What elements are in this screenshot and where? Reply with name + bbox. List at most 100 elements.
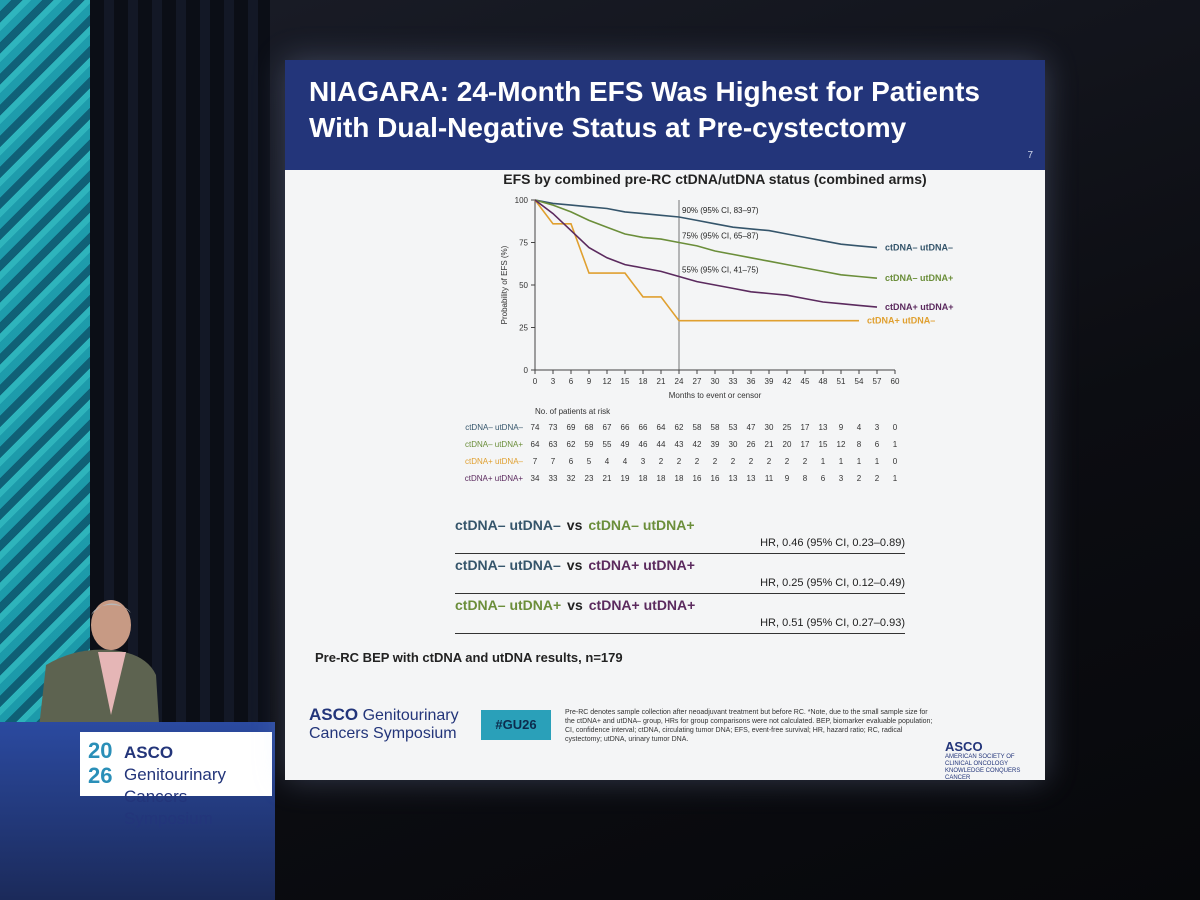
- annotation: 90% (95% CI, 83–97): [682, 206, 759, 215]
- year-top: 20: [88, 738, 113, 763]
- risk-count: 17: [801, 423, 810, 432]
- series-label: ctDNA– utDNA–: [885, 243, 953, 253]
- risk-count: 13: [729, 474, 738, 483]
- risk-count: 6: [569, 457, 574, 466]
- risk-count: 9: [785, 474, 790, 483]
- footnote: Pre-RC denotes sample collection after n…: [565, 709, 933, 743]
- risk-count: 2: [731, 457, 736, 466]
- risk-title: No. of patients at risk: [535, 407, 611, 416]
- risk-count: 21: [765, 440, 774, 449]
- y-axis-label: Probability of EFS (%): [500, 245, 509, 324]
- risk-count: 58: [711, 423, 720, 432]
- risk-count: 4: [623, 457, 628, 466]
- x-tick-label: 21: [657, 377, 666, 386]
- risk-count: 20: [783, 440, 792, 449]
- risk-count: 7: [551, 457, 556, 466]
- risk-count: 3: [875, 423, 880, 432]
- risk-count: 13: [819, 423, 828, 432]
- risk-count: 2: [785, 457, 790, 466]
- risk-count: 64: [657, 423, 666, 432]
- risk-row-label: ctDNA– utDNA+: [465, 440, 523, 449]
- risk-count: 53: [729, 423, 738, 432]
- risk-count: 12: [837, 440, 846, 449]
- chart: EFS by combined pre-RC ctDNA/utDNA statu…: [465, 171, 954, 483]
- risk-row-label: ctDNA– utDNA–: [465, 423, 523, 432]
- risk-count: 69: [567, 423, 576, 432]
- group-a: ctDNA– utDNA+: [455, 597, 562, 613]
- risk-count: 2: [767, 457, 772, 466]
- risk-count: 3: [641, 457, 646, 466]
- risk-count: 13: [747, 474, 756, 483]
- risk-count: 46: [639, 440, 648, 449]
- risk-count: 6: [821, 474, 826, 483]
- risk-count: 4: [605, 457, 610, 466]
- logo-org: AMERICAN SOCIETY OF CLINICAL ONCOLOGY: [945, 754, 1015, 767]
- comparison: ctDNA– utDNA– vs ctDNA+ utDNA+ HR, 0.25 (95…: [455, 555, 905, 594]
- annotation: 75% (95% CI, 65–87): [682, 232, 759, 241]
- group-a: ctDNA– utDNA–: [455, 517, 561, 533]
- risk-count: 34: [531, 474, 540, 483]
- vs: vs: [566, 517, 583, 533]
- risk-count: 42: [693, 440, 702, 449]
- risk-count: 4: [857, 423, 862, 432]
- hazard-ratio: HR, 0.51 (95% CI, 0.27–0.93): [760, 617, 905, 629]
- risk-count: 32: [567, 474, 576, 483]
- risk-count: 16: [693, 474, 702, 483]
- risk-count: 30: [765, 423, 774, 432]
- risk-count: 2: [803, 457, 808, 466]
- x-tick-label: 51: [837, 377, 846, 386]
- risk-count: 9: [839, 423, 844, 432]
- series-line: [534, 199, 859, 322]
- slide-header: NIAGARA: 24-Month EFS Was Highest for Pa…: [285, 60, 1045, 170]
- risk-count: 1: [857, 457, 862, 466]
- risk-count: 11: [765, 474, 774, 483]
- risk-count: 39: [711, 440, 720, 449]
- risk-count: 17: [801, 440, 810, 449]
- risk-count: 18: [657, 474, 666, 483]
- risk-count: 2: [713, 457, 718, 466]
- x-tick-label: 30: [711, 377, 720, 386]
- risk-count: 26: [747, 440, 756, 449]
- comparison-label: ctDNA– utDNA– vs ctDNA– utDNA+: [455, 517, 695, 533]
- chart-title: EFS by combined pre-RC ctDNA/utDNA statu…: [503, 171, 926, 187]
- risk-count: 5: [587, 457, 592, 466]
- risk-count: 16: [711, 474, 720, 483]
- risk-count: 58: [693, 423, 702, 432]
- risk-count: 23: [585, 474, 594, 483]
- risk-count: 30: [729, 440, 738, 449]
- x-tick-label: 9: [587, 377, 592, 386]
- series-label: ctDNA+ utDNA–: [867, 316, 935, 326]
- slide-title: NIAGARA: 24-Month EFS Was Highest for Pa…: [309, 76, 981, 143]
- x-tick-label: 0: [533, 377, 538, 386]
- risk-count: 33: [549, 474, 558, 483]
- year-bottom: 26: [88, 763, 113, 788]
- x-tick-label: 36: [747, 377, 756, 386]
- x-tick-label: 12: [603, 377, 612, 386]
- logo-brand: ASCO: [309, 705, 359, 724]
- group-b: ctDNA+ utDNA+: [588, 557, 695, 573]
- risk-count: 44: [657, 440, 666, 449]
- slide: NIAGARA: 24-Month EFS Was Highest for Pa…: [285, 60, 1045, 780]
- x-tick-label: 42: [783, 377, 792, 386]
- hazard-ratio: HR, 0.46 (95% CI, 0.23–0.89): [760, 537, 905, 549]
- risk-count: 0: [893, 423, 898, 432]
- vs: vs: [566, 557, 583, 573]
- x-axis-label: Months to event or censor: [669, 391, 762, 400]
- risk-count: 6: [875, 440, 880, 449]
- risk-count: 2: [875, 474, 880, 483]
- risk-count: 21: [603, 474, 612, 483]
- x-tick-label: 24: [675, 377, 684, 386]
- x-tick-label: 39: [765, 377, 774, 386]
- x-tick-label: 48: [819, 377, 828, 386]
- podium-line1: Genitourinary: [124, 765, 227, 784]
- group-b: ctDNA+ utDNA+: [588, 597, 696, 613]
- logo-motto: KNOWLEDGE CONQUERS CANCER: [945, 768, 1021, 780]
- risk-count: 67: [603, 423, 612, 432]
- y-tick-label: 25: [519, 324, 528, 333]
- risk-count: 8: [803, 474, 808, 483]
- risk-count: 2: [695, 457, 700, 466]
- risk-row-label: ctDNA+ utDNA+: [465, 474, 524, 483]
- x-tick-label: 60: [891, 377, 900, 386]
- series-line: [534, 199, 878, 249]
- podium: 20 26 ASCO Genitourinary Cancers Symposium: [0, 722, 275, 900]
